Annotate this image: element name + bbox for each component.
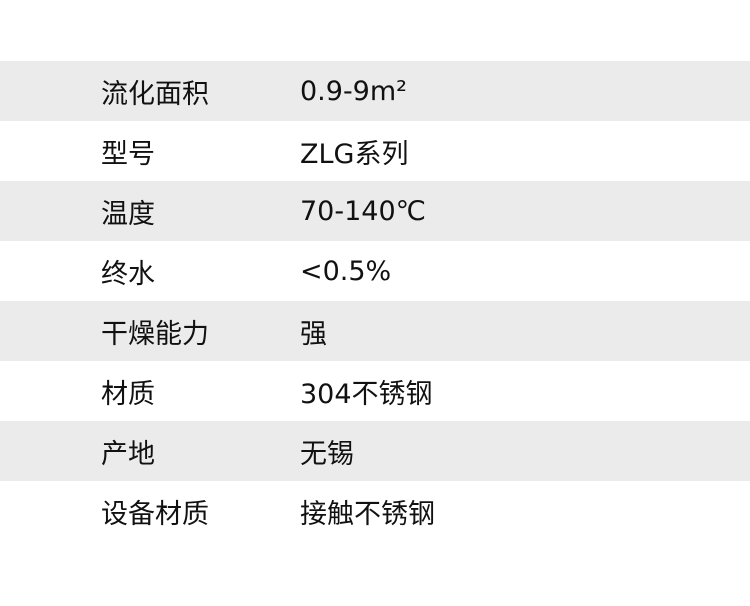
table-row: 流化面积 0.9-9m²: [0, 61, 750, 121]
table-row: 温度 70-140℃: [0, 181, 750, 241]
row-value: 304不锈钢: [300, 378, 433, 410]
row-label: 设备材质: [101, 498, 209, 530]
row-value: 无锡: [300, 438, 354, 470]
row-label: 产地: [101, 438, 155, 470]
row-value: ZLG系列: [300, 138, 409, 170]
row-value: 接触不锈钢: [300, 498, 435, 530]
row-value: <0.5%: [300, 255, 392, 287]
table-row: 设备材质 接触不锈钢: [0, 481, 750, 541]
row-label: 型号: [101, 138, 155, 170]
table-row: 产地 无锡: [0, 421, 750, 481]
row-label: 流化面积: [101, 78, 209, 110]
spec-table: 流化面积 0.9-9m² 型号 ZLG系列 温度 70-140℃ 终水 <0.5% 干燥…: [0, 61, 750, 541]
table-row: 终水 <0.5%: [0, 241, 750, 301]
row-label: 材质: [101, 378, 155, 410]
row-label: 干燥能力: [101, 318, 209, 350]
row-value: 强: [300, 318, 327, 350]
row-label: 温度: [101, 198, 155, 230]
table-row: 型号 ZLG系列: [0, 121, 750, 181]
table-row: 干燥能力 强: [0, 301, 750, 361]
row-value: 70-140℃: [300, 195, 426, 227]
row-value: 0.9-9m²: [300, 75, 407, 107]
table-row: 材质 304不锈钢: [0, 361, 750, 421]
row-label: 终水: [101, 258, 155, 290]
